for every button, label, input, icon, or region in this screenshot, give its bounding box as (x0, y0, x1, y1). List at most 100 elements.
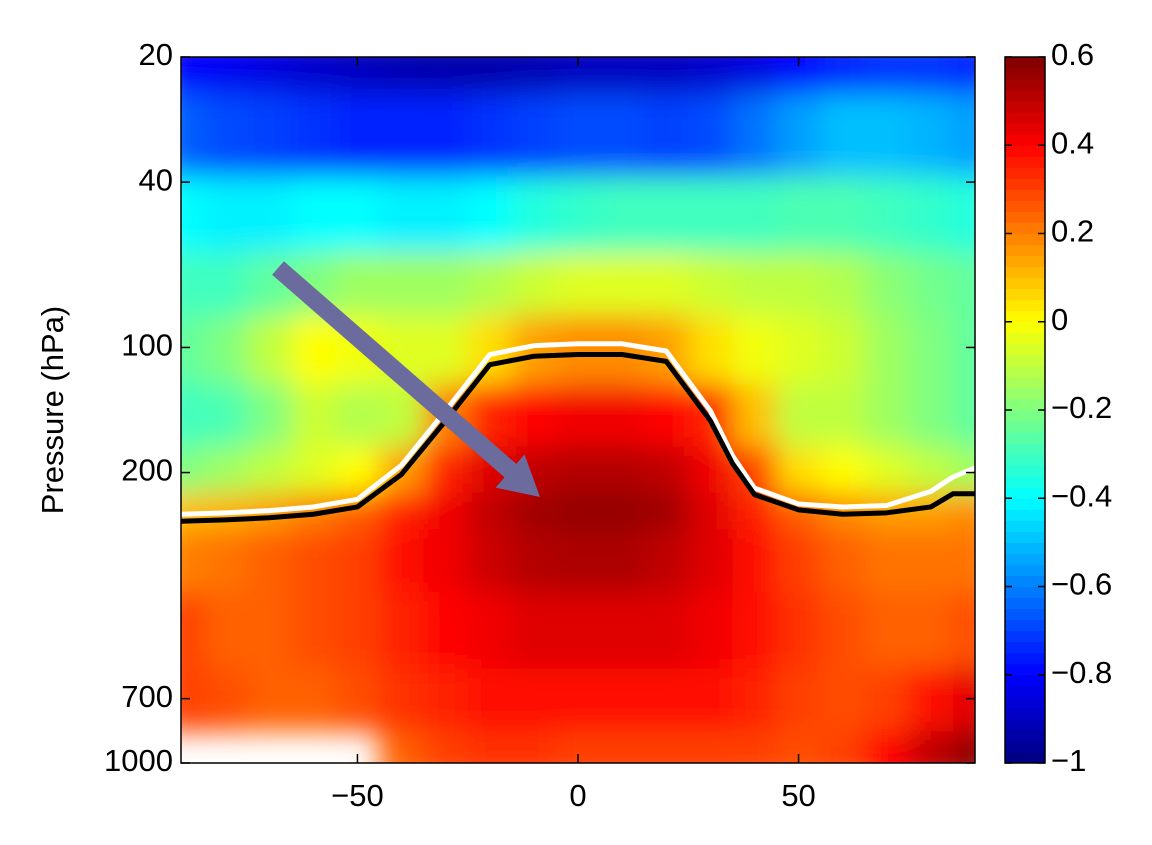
colorbar-segment (1005, 707, 1045, 720)
field-cell (864, 730, 910, 763)
field-cell (908, 93, 954, 177)
colorbar-segment (1005, 696, 1045, 709)
colorbar-segment (1005, 112, 1045, 124)
colorbar-segment (1005, 68, 1045, 80)
field-cell (203, 252, 248, 316)
field-cell (776, 668, 822, 732)
colorbar-segment (1005, 387, 1045, 400)
field-cell (467, 57, 513, 95)
colorbar-segment (1005, 564, 1045, 576)
field-cell (864, 93, 910, 177)
colorbar-segment (1005, 498, 1045, 510)
colorbar-segment (1005, 718, 1045, 731)
field-cell (423, 591, 469, 669)
field-cell (820, 315, 866, 385)
field-cell (688, 176, 733, 254)
field-cell (644, 93, 689, 177)
colorbar-segment (1005, 57, 1045, 69)
colorbar-segment (1005, 90, 1045, 102)
colorbar-segment (1005, 685, 1045, 698)
field-cell (820, 384, 866, 448)
field-cell (511, 93, 557, 177)
field-cell (247, 384, 292, 448)
field-cell (600, 591, 645, 669)
field-cell (688, 492, 733, 530)
colorbar (1005, 57, 1045, 764)
colorbar-segment (1005, 79, 1045, 91)
field-cell (864, 591, 910, 669)
field-cell (291, 446, 336, 494)
field-cell (644, 176, 689, 254)
field-cell (423, 668, 469, 732)
colorbar-segment (1005, 740, 1045, 753)
field-cell (511, 384, 557, 448)
y-tick-label: 100 (121, 328, 173, 363)
field-cell (952, 315, 975, 385)
field-cell (335, 93, 380, 177)
y-tick-label: 1000 (104, 743, 173, 778)
y-tick-label: 700 (121, 679, 173, 714)
annotation-arrow (272, 261, 540, 497)
field-cell (600, 668, 645, 732)
colorbar-segment (1005, 652, 1045, 665)
field-cell (467, 93, 513, 177)
field-cell (908, 315, 954, 385)
field-cell (203, 384, 248, 448)
field-cell (644, 591, 689, 669)
field-cell (952, 668, 975, 732)
field-cell (600, 730, 645, 763)
colorbar-segment (1005, 465, 1045, 477)
colorbar-segment (1005, 597, 1045, 610)
field-cell (644, 492, 689, 530)
field-cell (379, 730, 425, 763)
field-cell (952, 93, 975, 177)
field-cell (555, 93, 601, 177)
field-cell (291, 93, 336, 177)
field-cell (820, 529, 866, 593)
field-cell (181, 591, 204, 669)
field-cell (908, 57, 954, 95)
field-cell (600, 252, 645, 316)
field-cell (423, 93, 469, 177)
x-tick-label: −50 (331, 778, 384, 813)
field-cell (247, 668, 292, 732)
field-cell (732, 668, 777, 732)
field-cell (379, 492, 425, 530)
field-cell (555, 591, 601, 669)
colorbar-segment (1005, 123, 1045, 135)
colorbar-segment (1005, 421, 1045, 433)
field-cell (181, 315, 204, 385)
field-cell (908, 730, 954, 763)
colorbar-tick-label: −0.6 (1051, 567, 1112, 602)
field-cell (908, 176, 954, 254)
colorbar-segment (1005, 222, 1045, 234)
field-cell (952, 591, 975, 669)
field-cell (732, 730, 777, 763)
field-cell (467, 730, 513, 763)
field-cell (181, 668, 204, 732)
y-axis-label: Pressure (hPa) (35, 306, 70, 514)
field-cell (908, 591, 954, 669)
field-cell (181, 57, 204, 95)
field-cell (776, 591, 822, 669)
field-cell (511, 591, 557, 669)
field-cell (181, 252, 204, 316)
y-tick-label: 40 (139, 162, 173, 197)
field-cell (952, 492, 975, 530)
field-cell (511, 529, 557, 593)
field-cell (864, 446, 910, 494)
y-tick-label: 200 (121, 453, 173, 488)
field-cell (555, 176, 601, 254)
colorbar-segment (1005, 332, 1045, 345)
colorbar-segment (1005, 167, 1045, 179)
field-cell (908, 384, 954, 448)
field-cell (335, 591, 380, 669)
field-cell (776, 529, 822, 593)
field-cell (688, 252, 733, 316)
field-cell (555, 384, 601, 448)
field-cell (600, 529, 645, 593)
field-cell (732, 591, 777, 669)
colorbar-segment (1005, 101, 1045, 113)
field-cell (555, 252, 601, 316)
field-cell (688, 668, 733, 732)
